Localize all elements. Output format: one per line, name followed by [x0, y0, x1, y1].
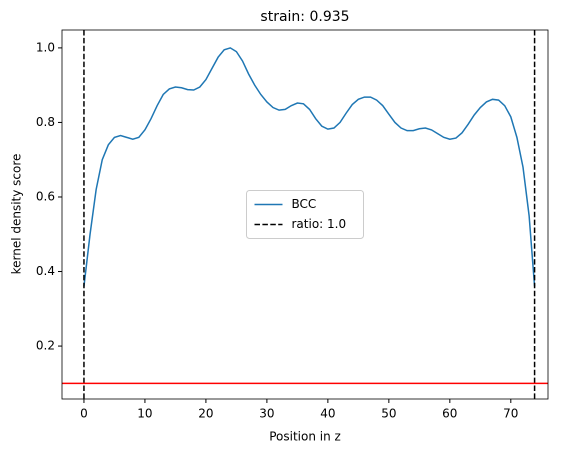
legend-label: BCC: [292, 197, 317, 211]
y-tick-label: 1.0: [36, 40, 55, 54]
x-tick-label: 10: [137, 407, 152, 421]
legend-box: [246, 190, 364, 239]
x-tick-label: 30: [259, 407, 274, 421]
x-tick-label: 0: [80, 407, 88, 421]
y-tick-label: 0.8: [36, 115, 55, 129]
x-tick-label: 40: [320, 407, 335, 421]
axes-frame: [61, 29, 549, 400]
x-tick-label: 50: [381, 407, 396, 421]
x-axis-label: Position in z: [269, 430, 341, 444]
x-tick-label: 60: [442, 407, 457, 421]
y-axis-label: kernel density score: [10, 154, 24, 275]
legend: BCC ratio: 1.0: [246, 190, 364, 239]
chart-title: strain: 0.935: [260, 9, 349, 25]
y-tick-label: 0.6: [36, 189, 55, 203]
x-tick-label: 70: [503, 407, 518, 421]
legend-label: ratio: 1.0: [292, 217, 347, 231]
x-tick-label: 20: [198, 407, 213, 421]
y-tick-label: 0.2: [36, 339, 55, 353]
data-line: [83, 47, 536, 287]
y-tick-label: 0.4: [36, 264, 55, 278]
